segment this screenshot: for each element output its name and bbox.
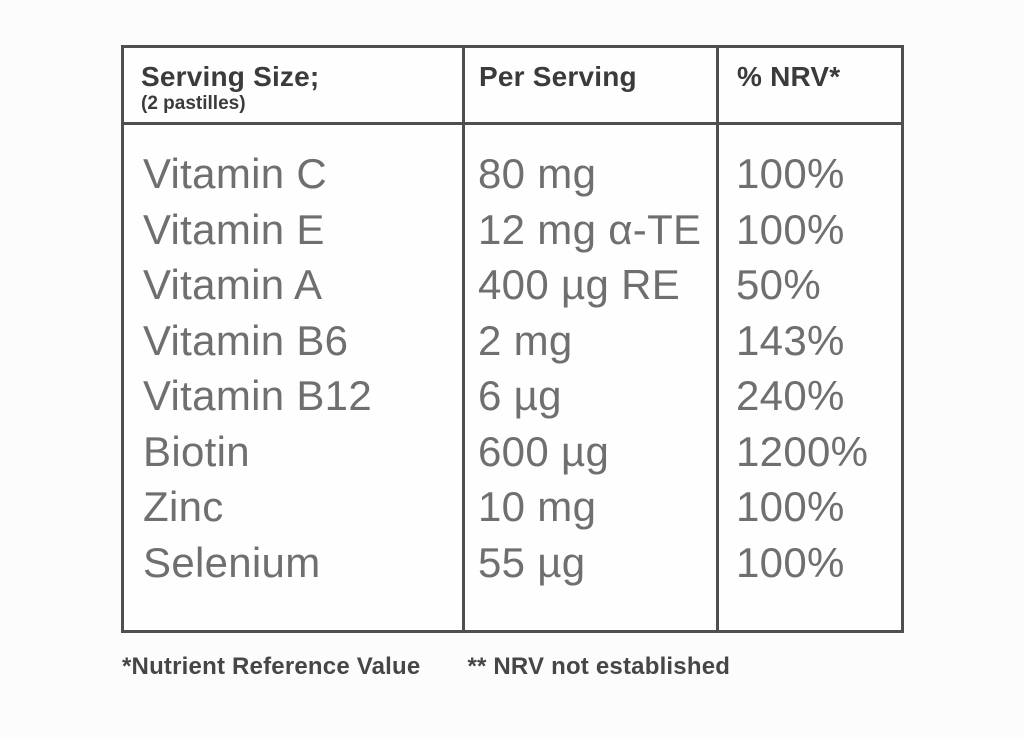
nutrient-name: Vitamin E: [143, 205, 325, 253]
header-per-serving: Per Serving: [462, 48, 716, 125]
nutrient-name: Vitamin B6: [143, 316, 349, 364]
nrv-value: 240%: [736, 372, 845, 419]
amount-value: 2 mg: [478, 316, 573, 364]
amount-value: 55 µg: [478, 538, 586, 586]
nutrient-name: Selenium: [143, 538, 321, 586]
nrv-value: 100%: [736, 538, 845, 586]
nutrient-name: Vitamin A: [143, 261, 323, 308]
nutrition-facts-table: Serving Size; (2 pastilles) Per Serving …: [121, 45, 904, 633]
nrv-value: 100%: [736, 205, 845, 253]
nutrient-name: Zinc: [143, 483, 224, 530]
nutrient-name: Vitamin B12: [143, 372, 372, 419]
nrv-column: 100% 100% 50% 143% 240% 1200% 100% 100%: [716, 125, 901, 630]
amount-value: 12 mg α-TE: [478, 205, 702, 253]
amount-value: 600 µg: [478, 427, 610, 475]
amount-column: 80 mg 12 mg α-TE 400 µg RE 2 mg 6 µg 600…: [462, 125, 716, 630]
nrv-value: 100%: [736, 150, 845, 197]
amount-value: 80 mg: [478, 150, 597, 197]
footnote-nrv-definition: *Nutrient Reference Value: [122, 653, 421, 680]
amount-value: 6 µg: [478, 372, 562, 419]
nutrient-name-column: Vitamin C Vitamin E Vitamin A Vitamin B6…: [124, 125, 462, 630]
nrv-value: 1200%: [736, 427, 869, 475]
amount-value: 400 µg RE: [478, 261, 681, 308]
nrv-value: 50%: [736, 261, 821, 308]
nutrient-name: Vitamin C: [143, 150, 327, 197]
header-nrv: % NRV*: [716, 48, 901, 125]
serving-size-subtitle: (2 pastilles): [141, 93, 246, 114]
nrv-value: 100%: [736, 483, 845, 530]
serving-size-title: Serving Size;: [141, 61, 320, 92]
amount-value: 10 mg: [478, 483, 597, 530]
per-serving-title: Per Serving: [479, 61, 637, 92]
footnotes: *Nutrient Reference Value ** NRV not est…: [122, 653, 730, 681]
nrv-value: 143%: [736, 316, 845, 364]
nrv-title: % NRV*: [737, 61, 841, 92]
header-serving-size: Serving Size; (2 pastilles): [124, 48, 462, 125]
nutrient-name: Biotin: [143, 427, 250, 475]
footnote-nrv-not-established: ** NRV not established: [467, 653, 731, 680]
